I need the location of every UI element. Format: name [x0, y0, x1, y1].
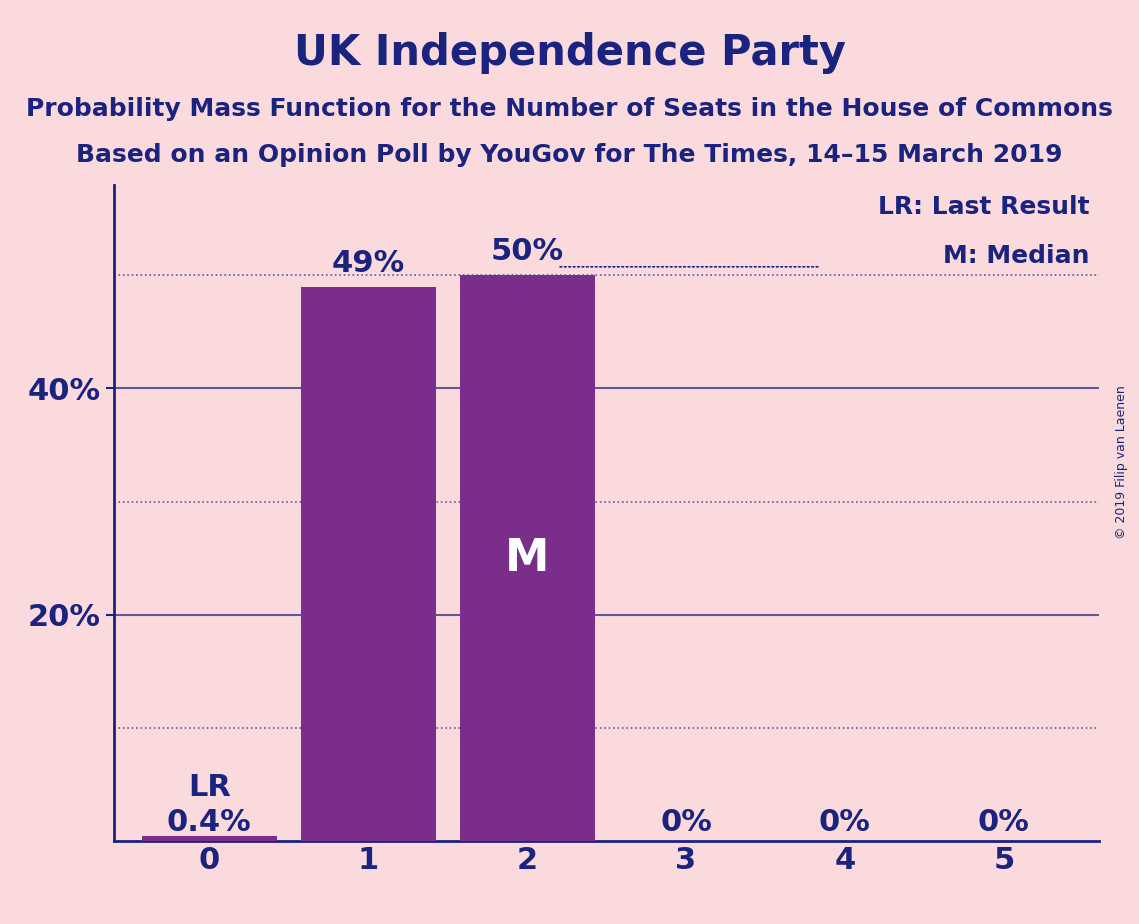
- Text: © 2019 Filip van Laenen: © 2019 Filip van Laenen: [1115, 385, 1129, 539]
- Text: M: Median: M: Median: [943, 244, 1089, 268]
- Text: Probability Mass Function for the Number of Seats in the House of Commons: Probability Mass Function for the Number…: [26, 97, 1113, 121]
- Bar: [459, 275, 595, 841]
- Bar: [141, 836, 277, 841]
- Text: M: M: [505, 537, 549, 579]
- Text: 0%: 0%: [659, 808, 712, 837]
- Bar: [301, 286, 436, 841]
- Text: 0%: 0%: [978, 808, 1030, 837]
- Text: LR: Last Result: LR: Last Result: [878, 195, 1089, 219]
- Text: 49%: 49%: [331, 249, 404, 277]
- Text: UK Independence Party: UK Independence Party: [294, 32, 845, 74]
- Text: 0%: 0%: [819, 808, 871, 837]
- Text: LR
0.4%: LR 0.4%: [167, 772, 252, 837]
- Text: Based on an Opinion Poll by YouGov for The Times, 14–15 March 2019: Based on an Opinion Poll by YouGov for T…: [76, 143, 1063, 167]
- Text: 50%: 50%: [491, 237, 564, 266]
